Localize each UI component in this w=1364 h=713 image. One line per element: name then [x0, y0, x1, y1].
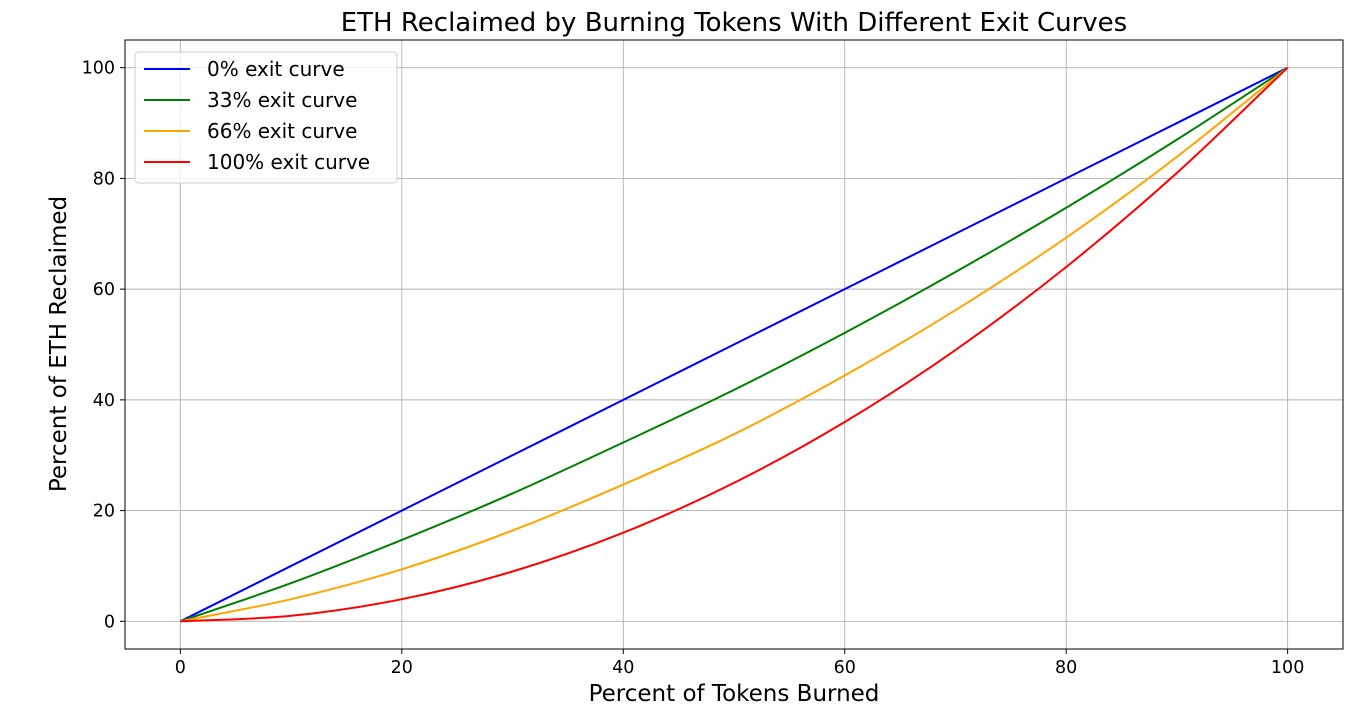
axis-ticks: 0 20 40 60 80 100 0 20 40 60 80 100	[82, 59, 1305, 678]
y-tick-label: 80	[93, 169, 115, 189]
x-tick-label: 100	[1271, 658, 1304, 678]
y-axis-label: Percent of ETH Reclaimed	[46, 196, 72, 492]
x-axis-label: Percent of Tokens Burned	[589, 681, 880, 707]
legend: 0% exit curve 33% exit curve 66% exit curv…	[134, 51, 398, 184]
series-line-3	[180, 66, 1289, 623]
x-tick-label: 0	[175, 658, 186, 678]
x-tick-label: 20	[391, 658, 413, 678]
grid	[125, 40, 1343, 649]
legend-label-1: 33% exit curve	[207, 88, 357, 112]
plot-frame	[124, 39, 1344, 650]
chart-title: ETH Reclaimed by Burning Tokens With Dif…	[341, 8, 1127, 38]
series-lines	[179, 66, 1289, 623]
series-line-0	[179, 66, 1289, 623]
legend-label-2: 66% exit curve	[207, 119, 357, 143]
legend-box	[134, 51, 398, 184]
y-tick-label: 60	[93, 280, 115, 300]
series-line-1	[180, 66, 1289, 623]
series-line-2	[180, 66, 1289, 623]
x-tick-label: 60	[834, 658, 856, 678]
y-tick-label: 100	[82, 59, 115, 79]
x-tick-label: 80	[1055, 658, 1077, 678]
y-tick-label: 0	[104, 612, 115, 632]
legend-label-0: 0% exit curve	[207, 57, 345, 81]
x-tick-label: 40	[612, 658, 634, 678]
legend-label-3: 100% exit curve	[207, 150, 370, 174]
y-tick-label: 20	[93, 502, 115, 522]
y-tick-label: 40	[93, 391, 115, 411]
